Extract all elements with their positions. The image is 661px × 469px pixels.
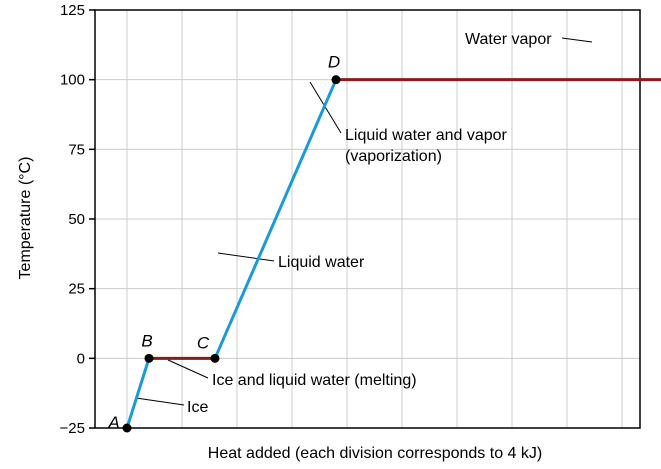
- annotations: Ice Ice and liquid water (melting) Liqui…: [187, 31, 552, 416]
- point-label-d: D: [328, 53, 340, 72]
- segment-ab: [125, 356, 151, 430]
- annotation-vapor: Water vapor: [465, 31, 552, 48]
- curve-segments: [125, 78, 661, 430]
- point-c: [210, 353, 220, 363]
- y-tick-label-0: −25: [60, 420, 85, 437]
- annotation-vaporization-line2: (vaporization): [345, 148, 442, 165]
- y-axis-ticks: −25 0 25 50 75 100 125: [60, 2, 95, 437]
- segment-cd: [213, 78, 338, 360]
- y-tick-label-6: 125: [60, 2, 85, 19]
- point-label-c: C: [197, 333, 210, 352]
- y-tick-label-5: 100: [60, 72, 85, 89]
- annotation-ice: Ice: [187, 399, 208, 416]
- y-axis-title: Temperature (°C): [17, 157, 34, 280]
- leader-ice: [135, 397, 185, 406]
- y-tick-label-1: 0: [77, 350, 85, 367]
- y-tick-label-2: 25: [68, 281, 85, 298]
- leader-vapor: [561, 37, 593, 43]
- point-b: [144, 353, 154, 363]
- x-axis-title: Heat added (each division corresponds to…: [208, 445, 542, 462]
- leader-liquid: [217, 252, 275, 262]
- grid: [95, 9, 640, 429]
- point-labels: ABCDEF: [107, 53, 340, 432]
- point-a: [122, 423, 132, 433]
- point-label-a: A: [107, 413, 119, 432]
- annotation-melting: Ice and liquid water (melting): [212, 372, 417, 389]
- annotation-liquid: Liquid water: [278, 254, 365, 271]
- annotation-vaporization-line1: Liquid water and vapor: [345, 127, 508, 144]
- curve-points: [122, 75, 341, 433]
- point-label-b: B: [141, 331, 152, 350]
- y-tick-label-4: 75: [68, 141, 85, 158]
- point-d: [331, 75, 341, 85]
- leader-melting: [167, 359, 209, 379]
- y-tick-label-3: 50: [68, 211, 85, 228]
